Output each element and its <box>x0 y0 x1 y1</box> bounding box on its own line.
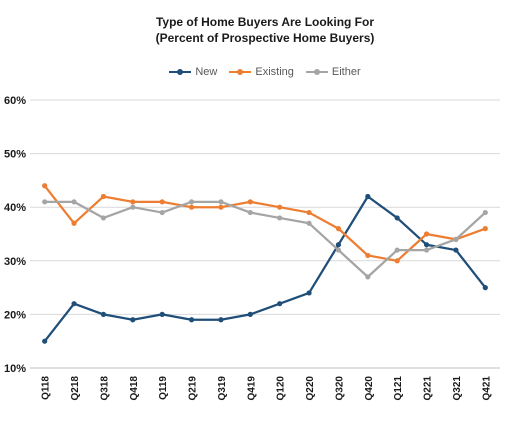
data-point-new <box>482 285 488 291</box>
x-tick-label: Q119 <box>158 376 169 400</box>
legend-swatch-existing <box>229 67 252 77</box>
data-point-new <box>365 193 371 200</box>
data-point-new <box>453 247 459 253</box>
data-point-either <box>188 199 195 205</box>
data-point-new <box>423 242 430 248</box>
data-point-new <box>42 338 48 344</box>
chart-title-block: Type of Home Buyers Are Looking For (Per… <box>0 14 530 46</box>
data-point-existing <box>218 204 224 210</box>
legend-label-new: New <box>195 66 218 78</box>
data-point-either <box>482 209 488 216</box>
series-line-either <box>44 200 487 279</box>
data-point-existing <box>423 231 430 237</box>
data-point-either <box>365 274 371 280</box>
data-point-existing <box>71 220 77 226</box>
series-line-new <box>43 195 487 342</box>
data-point-either <box>247 209 253 216</box>
data-point-new <box>130 317 136 323</box>
legend-item-new: New <box>169 66 217 78</box>
legend-swatch-dot-either <box>313 69 320 75</box>
x-tick-label: Q220 <box>305 376 316 401</box>
x-tick-label: Q421 <box>481 376 492 401</box>
y-tick-label: 10% <box>4 363 26 375</box>
data-point-new <box>335 242 342 248</box>
data-point-existing <box>188 204 195 210</box>
chart-legend: New Existing Either <box>0 66 530 78</box>
data-point-existing <box>42 183 48 189</box>
y-tick-label: 20% <box>4 309 26 321</box>
data-point-existing <box>306 209 312 216</box>
data-point-either <box>335 247 342 253</box>
data-point-new <box>277 301 283 307</box>
data-point-either <box>423 247 430 253</box>
data-point-existing <box>100 193 107 200</box>
data-point-either <box>277 215 283 221</box>
data-point-either <box>42 199 48 205</box>
chart-subtitle: (Percent of Prospective Home Buyers) <box>155 31 375 45</box>
data-point-either <box>159 209 165 216</box>
x-tick-label: Q218 <box>70 376 81 401</box>
x-tick-label: Q321 <box>452 376 463 401</box>
x-tick-label: Q419 <box>246 376 257 401</box>
x-tick-label: Q120 <box>276 376 287 401</box>
data-point-existing <box>394 258 400 264</box>
legend-item-either: Either <box>305 66 361 78</box>
x-tick-label: Q118 <box>41 376 52 400</box>
series-line-existing <box>43 185 486 262</box>
data-point-new <box>218 317 224 323</box>
legend-label-either: Either <box>331 66 361 78</box>
x-tick-label: Q318 <box>99 376 110 401</box>
y-tick-label: 30% <box>4 256 26 268</box>
data-point-either <box>100 215 107 221</box>
data-point-new <box>71 301 77 307</box>
data-point-either <box>130 204 136 210</box>
legend-swatch-either <box>305 67 328 77</box>
data-point-either <box>306 220 312 226</box>
data-point-existing <box>335 226 342 232</box>
y-tick-label: 60% <box>4 95 26 107</box>
data-point-existing <box>247 199 253 205</box>
x-tick-label: Q420 <box>364 376 375 401</box>
x-tick-label: Q418 <box>129 376 140 401</box>
chart-title: Type of Home Buyers Are Looking For <box>155 15 375 29</box>
data-point-new <box>394 215 400 221</box>
x-tick-label: Q219 <box>188 376 199 401</box>
legend-swatch-dot-existing <box>237 69 244 75</box>
data-point-either <box>218 199 224 205</box>
legend-swatch-new <box>169 67 192 77</box>
data-point-new <box>159 311 165 317</box>
data-point-new <box>306 290 312 296</box>
legend-item-existing: Existing <box>229 66 294 78</box>
legend-swatch-dot-new <box>177 69 184 75</box>
legend-label-existing: Existing <box>255 66 294 78</box>
data-point-either <box>394 247 400 253</box>
x-tick-label: Q320 <box>334 376 345 401</box>
data-point-existing <box>159 199 165 205</box>
data-point-new <box>100 311 107 317</box>
data-point-existing <box>130 199 136 205</box>
x-tick-label: Q121 <box>393 376 404 401</box>
data-point-new <box>247 311 253 317</box>
data-point-either <box>453 236 459 242</box>
y-tick-label: 50% <box>4 149 26 161</box>
data-point-existing <box>277 204 283 210</box>
x-tick-label: Q221 <box>423 376 434 401</box>
x-tick-label: Q319 <box>217 376 228 401</box>
data-point-existing <box>482 226 488 232</box>
data-point-either <box>71 199 77 205</box>
y-tick-label: 40% <box>4 202 26 214</box>
data-point-new <box>188 317 195 323</box>
data-point-existing <box>365 252 371 259</box>
